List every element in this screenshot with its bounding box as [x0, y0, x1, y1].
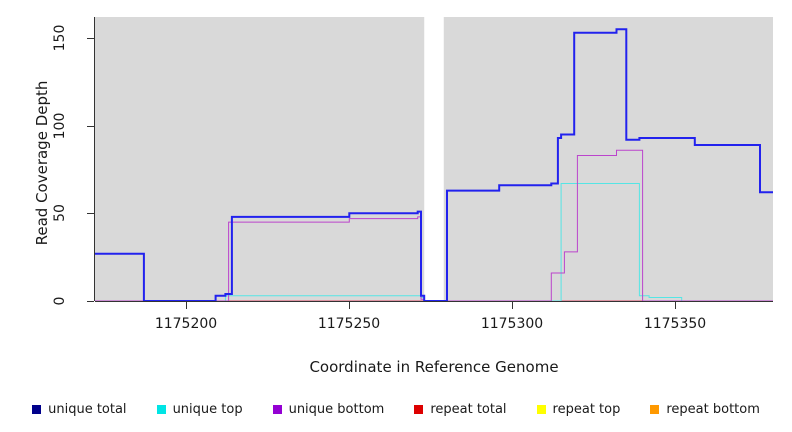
legend-item-unique-total[interactable]: unique total [32, 401, 127, 417]
series-line-unique-total [95, 28, 773, 301]
y-tick-mark [87, 301, 94, 302]
y-tick-label: 100 [52, 112, 68, 140]
x-tick-label: 1175200 [154, 316, 218, 332]
y-axis-title: Read Coverage Depth [33, 80, 51, 246]
x-tick-mark [675, 302, 676, 309]
legend-item-repeat-bottom[interactable]: repeat bottom [650, 402, 760, 417]
x-tick-label: 1175350 [643, 316, 707, 332]
legend-label: repeat top [552, 401, 621, 417]
legend-swatch-icon [536, 404, 546, 414]
y-tick-mark [87, 213, 94, 214]
x-tick-label: 1175250 [317, 316, 381, 332]
series-line-unique-top [95, 183, 773, 301]
legend-item-unique-top[interactable]: unique top [156, 401, 243, 417]
y-axis-line [94, 17, 95, 301]
x-tick-mark [186, 302, 187, 309]
y-tick-label: 50 [52, 204, 68, 222]
legend-swatch-icon [32, 404, 42, 414]
y-tick-label: 150 [52, 24, 68, 52]
y-tick-mark [87, 126, 94, 127]
legend-item-unique-bottom[interactable]: unique bottom [272, 401, 385, 417]
legend-label: unique top [172, 401, 243, 417]
x-tick-mark [512, 302, 513, 309]
legend-swatch-icon [272, 404, 282, 414]
legend-label: unique bottom [288, 401, 385, 417]
y-tick-mark [87, 38, 94, 39]
legend-label: repeat bottom [666, 401, 760, 417]
legend-item-repeat-top[interactable]: repeat top [536, 401, 621, 417]
legend: unique total unique top unique bottom repea… [0, 398, 792, 420]
series-line-unique-bottom [95, 149, 773, 301]
x-axis-line [95, 301, 773, 302]
y-tick-label: 0 [52, 296, 68, 306]
legend-swatch-icon [414, 404, 424, 414]
legend-item-repeat-total[interactable]: repeat total [414, 401, 507, 417]
coverage-lines [95, 17, 773, 301]
legend-swatch-icon [650, 404, 660, 414]
missing-data-gap [424, 17, 444, 301]
x-axis-title: Coordinate in Reference Genome [309, 358, 559, 376]
legend-label: unique total [48, 401, 127, 417]
legend-label: repeat total [430, 401, 507, 417]
plot-panel [95, 17, 773, 301]
x-tick-mark [349, 302, 350, 309]
x-tick-label: 1175300 [480, 316, 544, 332]
legend-swatch-icon [156, 404, 166, 414]
